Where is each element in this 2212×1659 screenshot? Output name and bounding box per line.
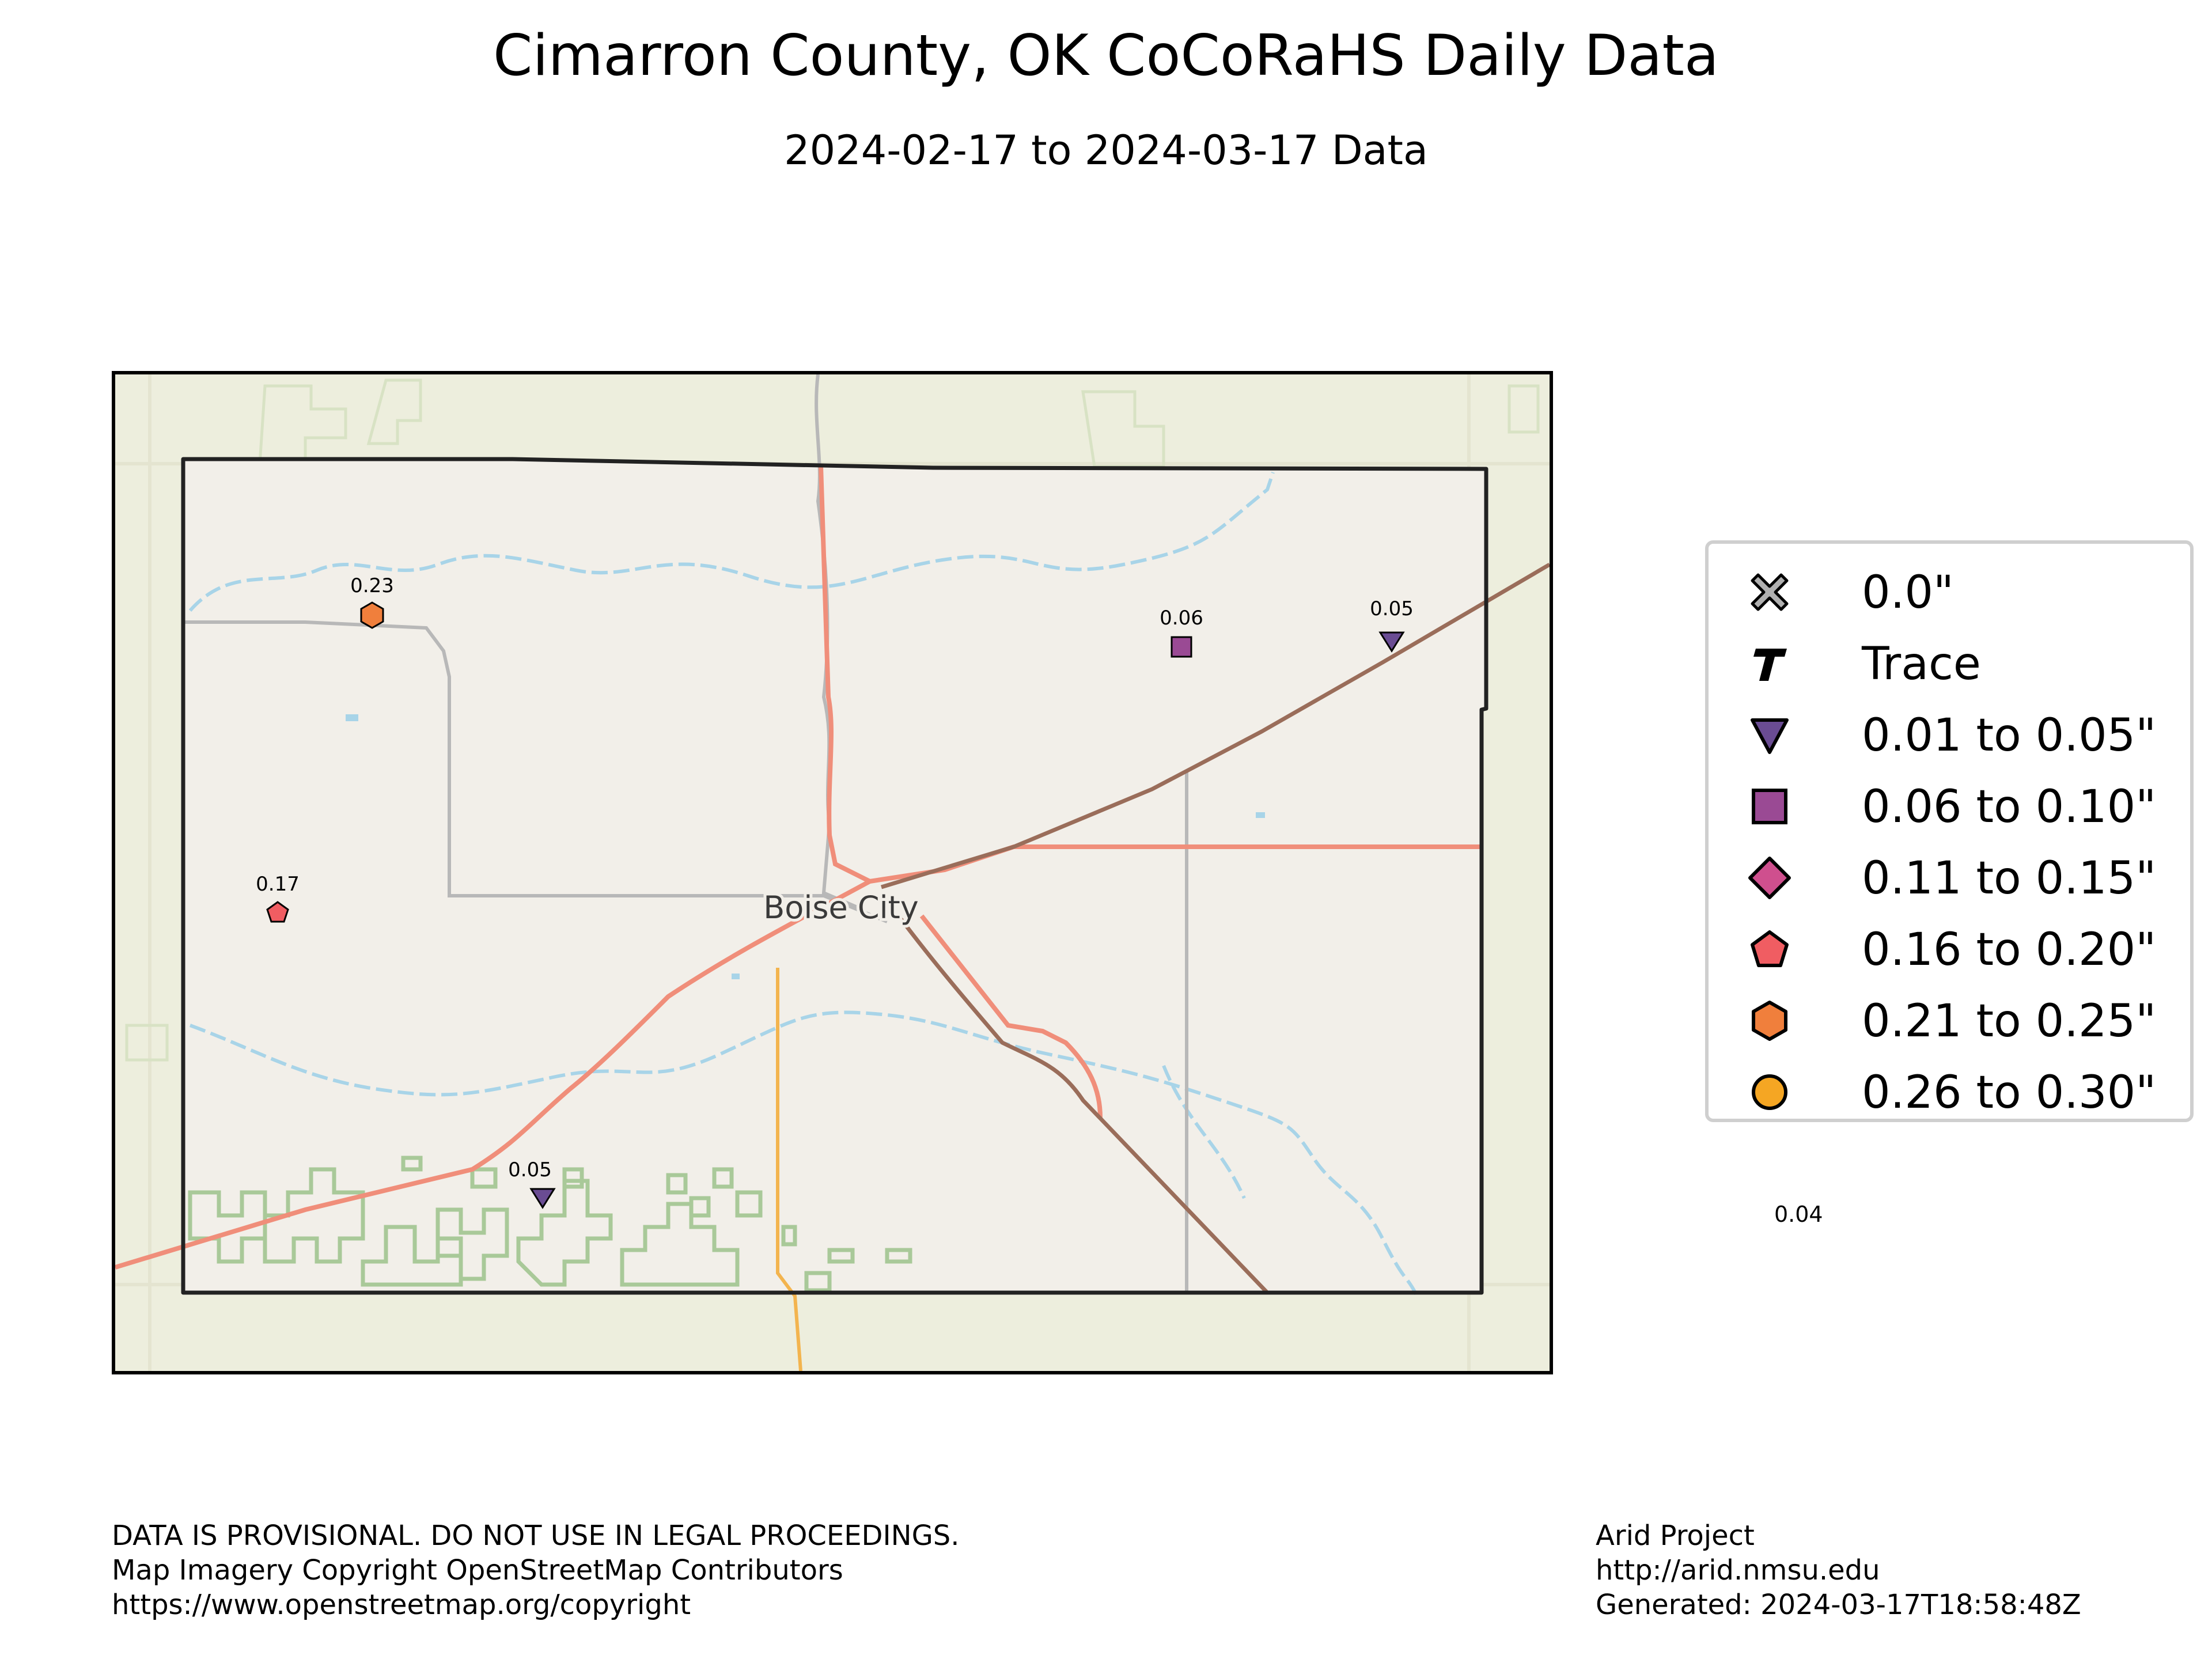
ponds bbox=[346, 714, 1265, 979]
trace-t-icon bbox=[1753, 649, 1787, 681]
triangle-down-icon bbox=[1751, 718, 1789, 754]
county-border bbox=[181, 457, 1488, 1295]
station-marker[interactable]: 0.06 bbox=[1160, 607, 1203, 658]
city-label-boise-city: Boise City bbox=[763, 889, 918, 926]
station-value-label: 0.23 bbox=[350, 574, 394, 597]
page-subtitle: 2024-02-17 to 2024-03-17 Data bbox=[784, 127, 1428, 174]
legend-label: Trace bbox=[1862, 638, 1981, 690]
legend-label: 0.06 to 0.10" bbox=[1862, 781, 2157, 833]
footer-line: Generated: 2024-03-17T18:58:48Z bbox=[1596, 1589, 2081, 1621]
legend-item: 0.01 to 0.05" bbox=[1709, 699, 2190, 771]
station-marker[interactable]: 0.23 bbox=[350, 574, 394, 629]
basemap: Boise City 0.23 0.06 0.05 0.17 bbox=[115, 374, 1550, 1371]
legend: 0.0" Trace 0.01 to 0.05" 0.06 to 0.10" 0… bbox=[1705, 540, 2194, 1122]
square-icon bbox=[1752, 789, 1787, 824]
page-title: Cimarron County, OK CoCoRaHS Daily Data bbox=[493, 23, 1719, 89]
pentagon-marker-icon bbox=[266, 901, 289, 923]
footer-line: DATA IS PROVISIONAL. DO NOT USE IN LEGAL… bbox=[112, 1520, 960, 1552]
square-marker-icon bbox=[1171, 636, 1192, 658]
footer-line: http://arid.nmsu.edu bbox=[1596, 1554, 1880, 1586]
footer-line: Map Imagery Copyright OpenStreetMap Cont… bbox=[112, 1554, 843, 1586]
streams bbox=[188, 472, 1419, 1297]
station-value-label: 0.17 bbox=[256, 873, 300, 896]
legend-item: 0.06 to 0.10" bbox=[1709, 771, 2190, 842]
legend-label: 0.01 to 0.05" bbox=[1862, 710, 2157, 762]
hexagon-icon bbox=[1752, 1001, 1787, 1041]
station-value-label: 0.05 bbox=[1370, 597, 1414, 620]
county-area bbox=[183, 459, 1486, 1293]
legend-label: 0.0" bbox=[1862, 567, 1954, 619]
circle-icon bbox=[1752, 1074, 1787, 1110]
legend-item: Trace bbox=[1709, 628, 2190, 699]
grassland-patches bbox=[188, 1156, 912, 1293]
station-marker[interactable]: 0.17 bbox=[256, 873, 300, 923]
legend-item: 0.26 to 0.30" bbox=[1709, 1056, 2190, 1128]
pentagon-icon bbox=[1751, 930, 1789, 967]
legend-label: 0.11 to 0.15" bbox=[1862, 853, 2157, 904]
legend-item: 0.21 to 0.25" bbox=[1709, 985, 2190, 1056]
station-markers: 0.23 0.06 0.05 0.17 0.05 bbox=[256, 574, 1414, 1209]
footer-line: https://www.openstreetmap.org/copyright bbox=[112, 1589, 691, 1621]
station-marker[interactable]: 0.05 bbox=[1370, 597, 1414, 653]
legend-label: 0.16 to 0.20" bbox=[1862, 924, 2157, 976]
legend-item: 0.0" bbox=[1709, 556, 2190, 628]
map-frame[interactable]: Boise City 0.23 0.06 0.05 0.17 bbox=[112, 371, 1553, 1374]
footer-disclaimer: DATA IS PROVISIONAL. DO NOT USE IN LEGAL… bbox=[112, 1518, 960, 1622]
station-marker[interactable]: 0.05 bbox=[508, 1158, 556, 1209]
legend-item: 0.11 to 0.15" bbox=[1709, 842, 2190, 914]
railroads bbox=[880, 562, 1550, 1294]
triangle-down-marker-icon bbox=[529, 1188, 556, 1209]
station-value-label: 0.05 bbox=[508, 1158, 552, 1181]
legend-item: 0.16 to 0.20" bbox=[1709, 914, 2190, 985]
legend-label: 0.21 to 0.25" bbox=[1862, 995, 2157, 1047]
hexagon-marker-icon bbox=[360, 601, 384, 629]
station-value-label: 0.06 bbox=[1160, 607, 1203, 630]
offmap-station-value: 0.04 bbox=[1774, 1202, 1823, 1227]
legend-label: 0.26 to 0.30" bbox=[1862, 1067, 2157, 1119]
diamond-icon bbox=[1748, 857, 1791, 899]
footer-line: Arid Project bbox=[1596, 1520, 1755, 1552]
triangle-down-marker-icon bbox=[1378, 631, 1405, 653]
state-roads bbox=[776, 968, 802, 1371]
x-cross-icon bbox=[1751, 573, 1789, 611]
footer-credits: Arid Project http://arid.nmsu.edu Genera… bbox=[1596, 1518, 2081, 1622]
